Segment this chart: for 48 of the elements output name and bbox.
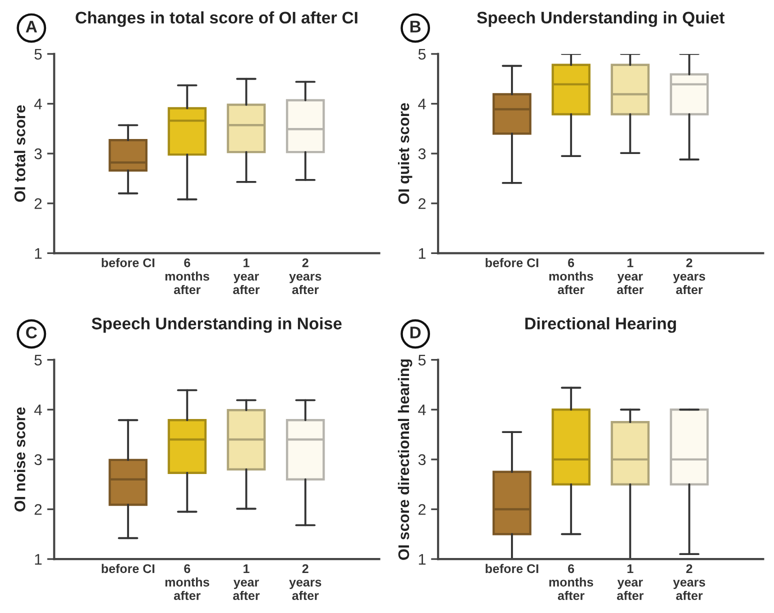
- y-tick-label: 3: [418, 148, 426, 160]
- x-tick-label: 1 year after: [233, 258, 260, 294]
- y-tick-label: 5: [418, 48, 426, 60]
- y-axis-title: OI noise score: [14, 407, 26, 512]
- text: C: [26, 326, 37, 338]
- y-tick-label: 1: [35, 248, 42, 259]
- x-tick-label: 1 year after: [233, 564, 260, 600]
- text: A: [26, 20, 38, 32]
- y-tick-label: 2: [418, 504, 426, 515]
- y-tick-label: 5: [34, 48, 42, 60]
- y-tick-label: 4: [418, 98, 426, 110]
- x-tick-label: before CI: [486, 564, 538, 574]
- y-tick-label: 4: [34, 98, 42, 110]
- y-tick-label: 2: [34, 198, 42, 209]
- y-tick-label: 3: [418, 454, 426, 466]
- x-tick-label: 2 years after: [673, 564, 706, 600]
- x-tick-label: 6 months after: [165, 258, 210, 294]
- x-tick-label: 1 year after: [617, 564, 644, 600]
- x-tick-label: 1 year after: [617, 258, 644, 294]
- y-tick-label: 1: [35, 554, 42, 565]
- y-axis-title: OI total score: [14, 105, 26, 202]
- y-tick-label: 4: [418, 404, 426, 416]
- y-tick-label: 3: [34, 454, 42, 466]
- y-tick-label: 3: [34, 148, 42, 160]
- y-tick-label: 1: [418, 248, 426, 259]
- text: D: [410, 326, 421, 338]
- y-tick-label: 5: [418, 354, 426, 366]
- y-tick-label: 2: [34, 504, 42, 515]
- text: B: [410, 20, 421, 32]
- x-tick-label: 6 months after: [549, 258, 594, 294]
- chart-title: Speech Understanding in Noise: [92, 317, 342, 333]
- chart-title: Changes in total score of OI after CI: [76, 11, 358, 27]
- y-tick-label: 1: [418, 554, 426, 565]
- x-tick-label: 6 months after: [165, 564, 210, 600]
- y-tick-label: 4: [34, 404, 42, 416]
- x-tick-label: before CI: [486, 258, 538, 268]
- chart-title: Speech Understanding in Quiet: [477, 11, 725, 27]
- x-tick-label: 2 years after: [289, 258, 322, 294]
- x-tick-label: 2 years after: [673, 258, 706, 294]
- y-tick-label: 5: [34, 354, 42, 366]
- x-tick-label: 2 years after: [289, 564, 322, 600]
- y-tick-label: 2: [418, 198, 426, 209]
- x-tick-label: before CI: [102, 564, 154, 574]
- y-axis-title: OI quiet score: [398, 103, 412, 204]
- x-tick-label: 6 months after: [549, 564, 594, 600]
- chart-title: Directional Hearing: [525, 317, 676, 333]
- x-tick-label: before CI: [102, 258, 154, 268]
- y-axis-title: OI score directional hearing: [398, 359, 412, 560]
